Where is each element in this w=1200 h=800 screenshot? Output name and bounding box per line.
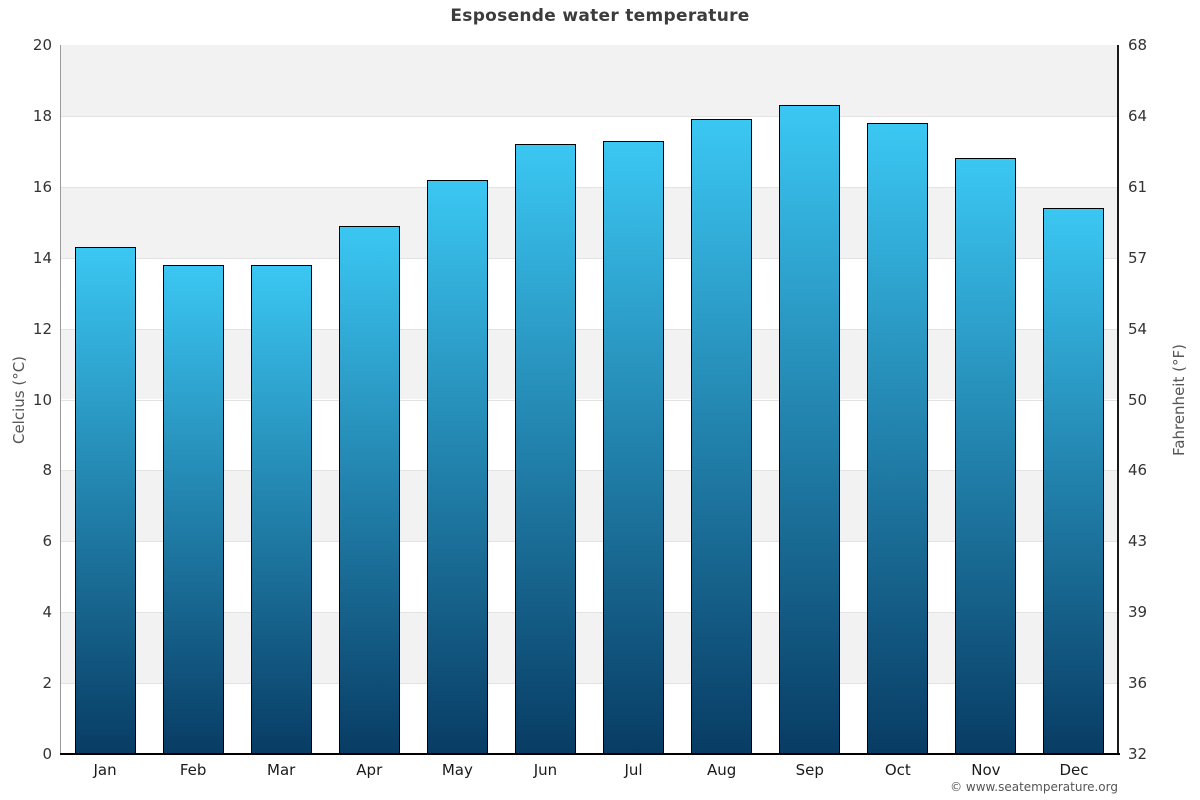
gridline-4 [61,612,1118,614]
y-tick-f-46: 46 [1128,461,1148,480]
bar-may[interactable] [426,179,488,754]
credit-link[interactable]: © www.seatemperature.org [950,780,1118,794]
gridline-2 [61,683,1118,685]
x-tick-jul: Jul [624,761,643,779]
x-tick-aug: Aug [706,761,737,779]
y-axis-title-fahrenheit: Fahrenheit (°F) [1170,344,1188,456]
grid-band-18-20 [61,45,1118,116]
x-tick-may: May [441,761,473,779]
bar-sep[interactable] [779,105,841,754]
x-tick-oct: Oct [884,761,911,779]
bar-oct[interactable] [867,123,929,754]
bar-apr[interactable] [338,225,400,754]
gridline-12 [61,328,1118,330]
y-tick-f-57: 57 [1128,248,1148,267]
y-tick-f-61: 61 [1128,177,1148,196]
y-tick-c-18: 18 [32,106,52,125]
y-tick-f-64: 64 [1128,106,1148,125]
bar-aug[interactable] [691,119,753,754]
bar-jul[interactable] [603,140,665,754]
x-tick-dec: Dec [1059,761,1089,779]
y-tick-f-54: 54 [1128,319,1148,338]
plot-area [61,45,1118,754]
gridline-10 [61,399,1118,401]
bar-mar[interactable] [250,264,312,754]
bar-feb[interactable] [162,264,224,754]
y-tick-c-8: 8 [42,461,52,480]
x-tick-jun: Jun [533,761,558,779]
y-tick-f-36: 36 [1128,674,1148,693]
y-tick-c-4: 4 [42,603,52,622]
bar-jun[interactable] [514,144,576,754]
bar-jan[interactable] [74,247,136,754]
y-tick-c-20: 20 [32,36,52,54]
grid-band-2-4 [61,612,1118,684]
x-tick-jan: Jan [93,761,117,779]
bar-dec[interactable] [1043,208,1105,754]
x-tick-nov: Nov [971,761,1001,779]
y-tick-f-43: 43 [1128,532,1148,551]
x-tick-apr: Apr [356,761,383,779]
y-tick-c-0: 0 [42,745,52,763]
x-tick-sep: Sep [795,761,824,779]
x-tick-feb: Feb [179,761,207,779]
chart-title: Esposende water temperature [450,6,750,26]
gridline-6 [61,541,1118,543]
x-tick-mar: Mar [267,761,296,779]
y-tick-c-2: 2 [42,674,52,693]
gridline-14 [61,257,1118,259]
grid-band-14-16 [61,186,1118,258]
y-tick-c-16: 16 [32,177,52,196]
bar-nov[interactable] [955,158,1017,754]
y-tick-f-68: 68 [1128,36,1148,54]
gridline-16 [61,186,1118,188]
y-tick-f-50: 50 [1128,390,1148,409]
y-tick-c-6: 6 [42,532,52,551]
gridline-8 [61,470,1118,472]
y-axis-line-left [59,45,61,755]
y-tick-c-12: 12 [32,319,52,338]
y-tick-f-32: 32 [1128,745,1148,763]
gridline-18 [61,115,1118,117]
y-tick-c-10: 10 [32,390,52,409]
y-tick-f-39: 39 [1128,603,1148,622]
grid-band-10-12 [61,328,1118,400]
y-tick-c-14: 14 [32,248,52,267]
x-axis-line [59,753,1120,755]
y-axis-line-right [1117,45,1119,755]
grid-band-6-8 [61,470,1118,542]
